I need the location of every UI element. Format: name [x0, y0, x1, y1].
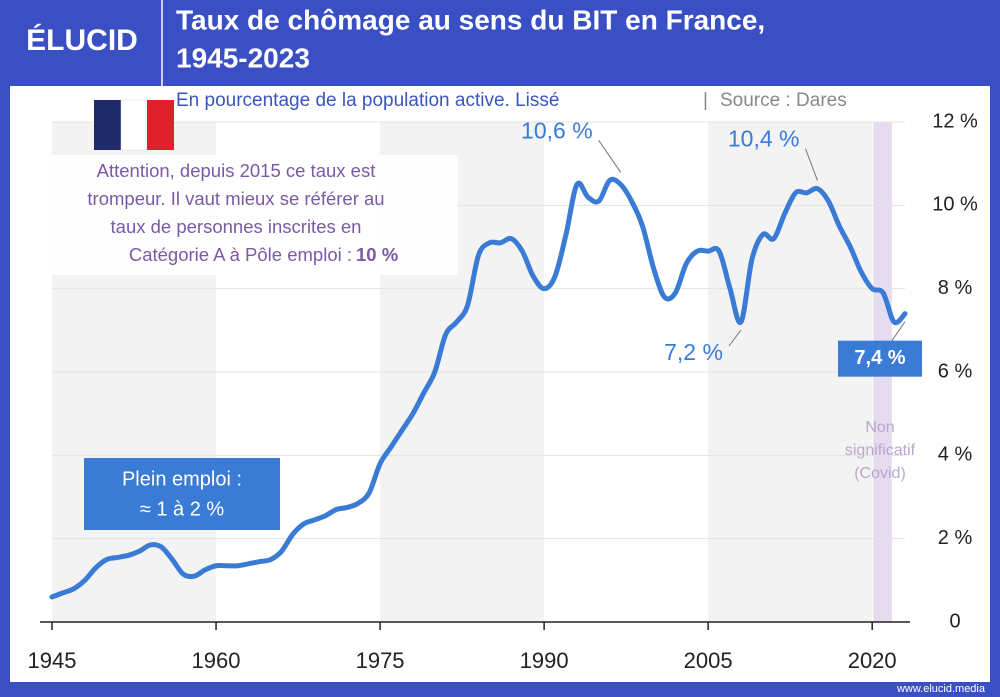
y-tick-label: 0	[949, 610, 960, 632]
x-tick-label: 2005	[684, 648, 733, 673]
annotation: 7,2 %	[664, 339, 723, 365]
note: Attention, depuis 2015 ce taux est tromp…	[87, 160, 398, 265]
x-tick-label: 1945	[28, 648, 77, 673]
y-tick-label: 10 %	[932, 194, 978, 216]
title: 1945-2023	[176, 42, 310, 73]
y-tick-label: 12 %	[932, 110, 978, 132]
note-bg	[40, 155, 458, 275]
y-tick-label: 2 %	[938, 527, 973, 549]
x-tick-label: 2020	[848, 648, 897, 673]
note-line: trompeur. Il vaut mieux se référer au	[87, 188, 384, 209]
x-tick-label: 1990	[520, 648, 569, 673]
y-tick-label: 8 %	[938, 277, 973, 299]
y-tick-label: 6 %	[938, 360, 973, 382]
annotation-leader	[805, 148, 818, 181]
source: Source : Dares	[720, 90, 847, 111]
annotation: 10,6 %	[521, 117, 593, 143]
box-text: ≈ 1 à 2 %	[140, 498, 225, 520]
covid-label: significatif	[845, 442, 916, 459]
subtitle: En pourcentage de la population active. …	[176, 90, 559, 111]
covid-label: (Covid)	[854, 465, 906, 482]
annotation-leader	[728, 329, 742, 347]
title: Taux de chômage au sens du BIT en France…	[176, 4, 765, 35]
separator: |	[703, 90, 708, 111]
box-text: Plein emploi :	[122, 468, 242, 490]
x-tick-label: 1975	[356, 648, 405, 673]
note-value: 10 %	[356, 244, 398, 265]
line	[49, 176, 908, 600]
flag	[94, 99, 174, 151]
annotation-bg	[838, 340, 922, 377]
annotation: 7,4 %	[854, 347, 905, 369]
note-line: taux de personnes inscrites en	[111, 216, 362, 237]
annotation-leader	[598, 140, 622, 173]
x-tick-label: 1960	[192, 648, 241, 673]
annotation: 10,4 %	[728, 126, 800, 152]
note-line: Attention, depuis 2015 ce taux est	[97, 160, 376, 181]
note-line: Catégorie A à Pôle emploi :	[129, 244, 352, 265]
footer: www.elucid.media	[896, 683, 986, 695]
brand: ÉLUCID	[26, 23, 138, 57]
y-tick-label: 4 %	[938, 444, 973, 466]
covid-label: Non	[865, 419, 894, 436]
box-bg	[84, 458, 280, 530]
